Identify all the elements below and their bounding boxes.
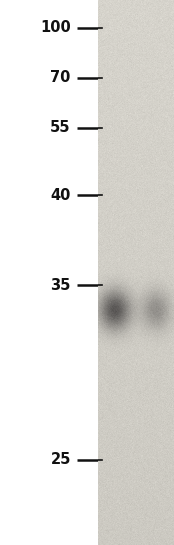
Text: 40: 40 <box>50 187 71 203</box>
Text: 25: 25 <box>50 452 71 468</box>
Text: 35: 35 <box>50 277 71 293</box>
Text: 100: 100 <box>40 21 71 35</box>
Text: 55: 55 <box>50 120 71 136</box>
Text: 70: 70 <box>50 70 71 86</box>
